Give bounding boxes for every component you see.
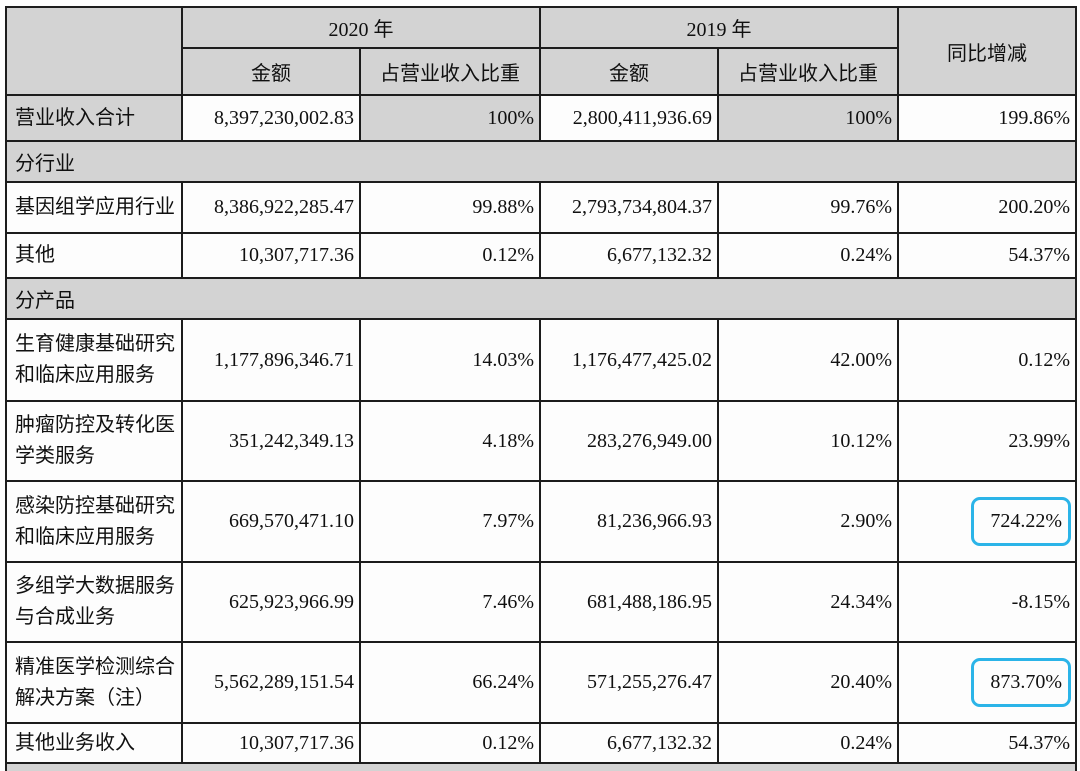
header-yoy: 同比增减 xyxy=(897,6,1077,96)
yoy-value: 873.70% xyxy=(990,671,1062,693)
header-blank-cell xyxy=(5,6,183,96)
amount-2019: 6,677,132.32 xyxy=(539,722,719,764)
header-ratio-2020: 占营业收入比重 xyxy=(359,47,541,96)
header-year-2019: 2019 年 xyxy=(539,6,899,49)
row-label: 基因组学应用行业 xyxy=(5,181,183,234)
table-row: 其他 10,307,717.36 0.12% 6,677,132.32 0.24… xyxy=(5,232,1077,279)
section-row-industry: 分行业 xyxy=(5,140,1077,183)
revenue-breakdown-table: 2020 年 2019 年 同比增减 金额 占营业收入比重 金额 占营业收入比重… xyxy=(5,6,1077,771)
row-label: 营业收入合计 xyxy=(5,94,183,142)
ratio-2020: 66.24% xyxy=(359,641,541,724)
row-label: 生育健康基础研究和临床应用服务 xyxy=(5,318,183,402)
amount-2019: 681,488,186.95 xyxy=(539,561,719,643)
amount-2020: 351,242,349.13 xyxy=(181,400,361,482)
amount-2020: 10,307,717.36 xyxy=(181,232,361,279)
amount-2019: 2,793,734,804.37 xyxy=(539,181,719,234)
table-row: 精准医学检测综合解决方案（注） 5,562,289,151.54 66.24% … xyxy=(5,641,1077,724)
ratio-2019: 42.00% xyxy=(717,318,899,402)
table-row: 多组学大数据服务与合成业务 625,923,966.99 7.46% 681,4… xyxy=(5,561,1077,643)
row-label: 感染防控基础研究和临床应用服务 xyxy=(5,480,183,563)
header-amount-2019: 金额 xyxy=(539,47,719,96)
yoy-value: 199.86% xyxy=(897,94,1077,142)
ratio-2019: 20.40% xyxy=(717,641,899,724)
ratio-2020: 0.12% xyxy=(359,722,541,764)
ratio-2020: 99.88% xyxy=(359,181,541,234)
yoy-value: 200.20% xyxy=(897,181,1077,234)
table-row: 基因组学应用行业 8,386,922,285.47 99.88% 2,793,7… xyxy=(5,181,1077,234)
section-label-partial xyxy=(5,762,1077,771)
ratio-2019: 2.90% xyxy=(717,480,899,563)
table-row: 肿瘤防控及转化医学类服务 351,242,349.13 4.18% 283,27… xyxy=(5,400,1077,482)
row-label: 多组学大数据服务与合成业务 xyxy=(5,561,183,643)
yoy-value: 724.22% xyxy=(990,510,1062,532)
section-row-product: 分产品 xyxy=(5,277,1077,320)
amount-2020: 8,386,922,285.47 xyxy=(181,181,361,234)
amount-2020: 669,570,471.10 xyxy=(181,480,361,563)
yoy-value: 23.99% xyxy=(897,400,1077,482)
ratio-2019: 0.24% xyxy=(717,722,899,764)
ratio-2020: 100% xyxy=(359,94,541,142)
row-label: 肿瘤防控及转化医学类服务 xyxy=(5,400,183,482)
yoy-value: 54.37% xyxy=(897,722,1077,764)
highlight-box: 724.22% xyxy=(971,497,1071,546)
table-row: 生育健康基础研究和临床应用服务 1,177,896,346.71 14.03% … xyxy=(5,318,1077,402)
ratio-2019: 100% xyxy=(717,94,899,142)
section-row-partial xyxy=(5,762,1077,771)
yoy-value: 0.12% xyxy=(897,318,1077,402)
amount-2020: 10,307,717.36 xyxy=(181,722,361,764)
ratio-2019: 99.76% xyxy=(717,181,899,234)
amount-2019: 81,236,966.93 xyxy=(539,480,719,563)
ratio-2020: 4.18% xyxy=(359,400,541,482)
amount-2020: 625,923,966.99 xyxy=(181,561,361,643)
header-row-columns: 金额 占营业收入比重 金额 占营业收入比重 xyxy=(6,47,1076,96)
yoy-cell: 724.22% xyxy=(897,480,1077,563)
section-label: 分行业 xyxy=(5,140,1077,183)
ratio-2019: 24.34% xyxy=(717,561,899,643)
header-year-2020: 2020 年 xyxy=(181,6,541,49)
amount-2019: 571,255,276.47 xyxy=(539,641,719,724)
ratio-2020: 14.03% xyxy=(359,318,541,402)
table-row: 感染防控基础研究和临床应用服务 669,570,471.10 7.97% 81,… xyxy=(5,480,1077,563)
amount-2020: 1,177,896,346.71 xyxy=(181,318,361,402)
table-row: 其他业务收入 10,307,717.36 0.12% 6,677,132.32 … xyxy=(5,722,1077,764)
amount-2019: 2,800,411,936.69 xyxy=(539,94,719,142)
amount-2020: 8,397,230,002.83 xyxy=(181,94,361,142)
ratio-2020: 7.97% xyxy=(359,480,541,563)
amount-2020: 5,562,289,151.54 xyxy=(181,641,361,724)
ratio-2019: 10.12% xyxy=(717,400,899,482)
yoy-cell: 873.70% xyxy=(897,641,1077,724)
section-label: 分产品 xyxy=(5,277,1077,320)
ratio-2020: 0.12% xyxy=(359,232,541,279)
row-label: 精准医学检测综合解决方案（注） xyxy=(5,641,183,724)
amount-2019: 283,276,949.00 xyxy=(539,400,719,482)
header-amount-2020: 金额 xyxy=(181,47,361,96)
row-label: 其他业务收入 xyxy=(5,722,183,764)
row-label: 其他 xyxy=(5,232,183,279)
amount-2019: 6,677,132.32 xyxy=(539,232,719,279)
header-ratio-2019: 占营业收入比重 xyxy=(717,47,899,96)
yoy-value: -8.15% xyxy=(897,561,1077,643)
highlight-box: 873.70% xyxy=(971,658,1071,707)
ratio-2020: 7.46% xyxy=(359,561,541,643)
amount-2019: 1,176,477,425.02 xyxy=(539,318,719,402)
header-row-years: 2020 年 2019 年 同比增减 xyxy=(5,6,1077,96)
yoy-value: 54.37% xyxy=(897,232,1077,279)
ratio-2019: 0.24% xyxy=(717,232,899,279)
table-row-total: 营业收入合计 8,397,230,002.83 100% 2,800,411,9… xyxy=(5,94,1077,142)
